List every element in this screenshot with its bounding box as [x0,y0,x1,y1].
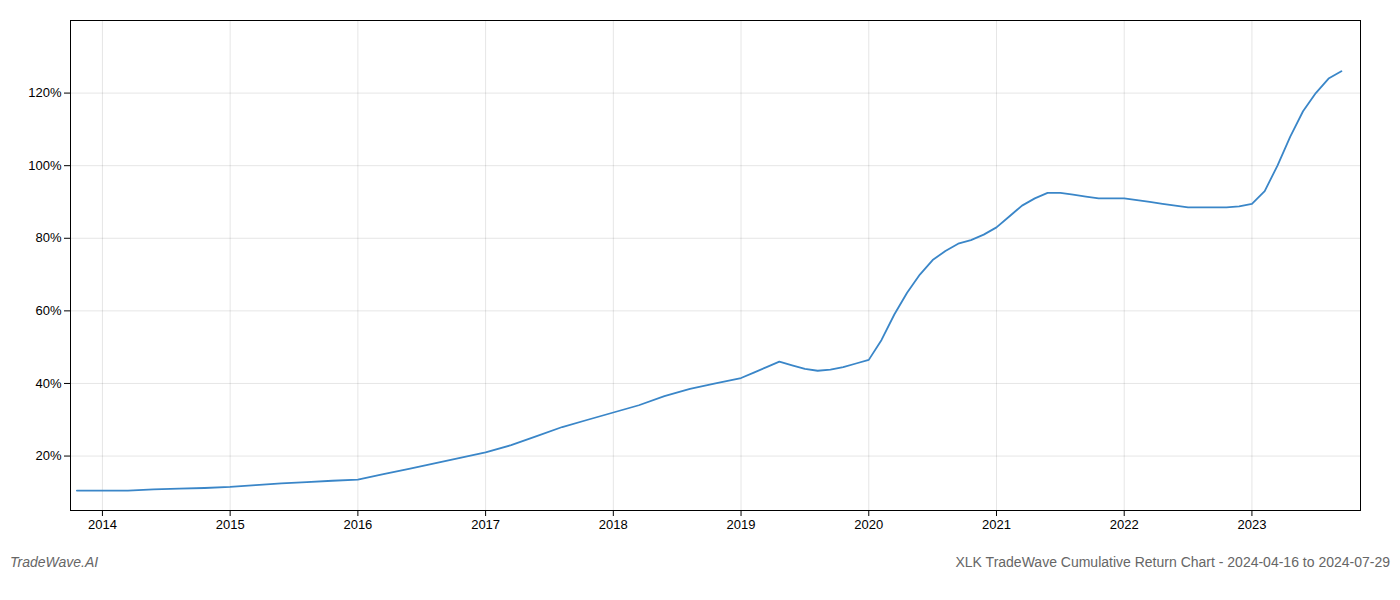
svg-text:40%: 40% [35,376,61,391]
svg-text:2020: 2020 [854,517,883,532]
svg-text:2015: 2015 [216,517,245,532]
svg-text:2018: 2018 [599,517,628,532]
svg-text:2023: 2023 [1237,517,1266,532]
svg-text:100%: 100% [28,158,62,173]
html-text:TradeWave.AI: TradeWave.AI [10,554,99,570]
svg-text:60%: 60% [35,303,61,318]
svg-text:2016: 2016 [343,517,372,532]
svg-text:2022: 2022 [1110,517,1139,532]
html-text:XLK TradeWave Cumulative Retur: XLK TradeWave Cumulative Return Chart - … [955,554,1390,570]
svg-text:2021: 2021 [982,517,1011,532]
svg-text:120%: 120% [28,85,62,100]
svg-text:2014: 2014 [88,517,117,532]
svg-text:2017: 2017 [471,517,500,532]
svg-text:20%: 20% [35,448,61,463]
svg-text:80%: 80% [35,230,61,245]
svg-text:2019: 2019 [727,517,756,532]
